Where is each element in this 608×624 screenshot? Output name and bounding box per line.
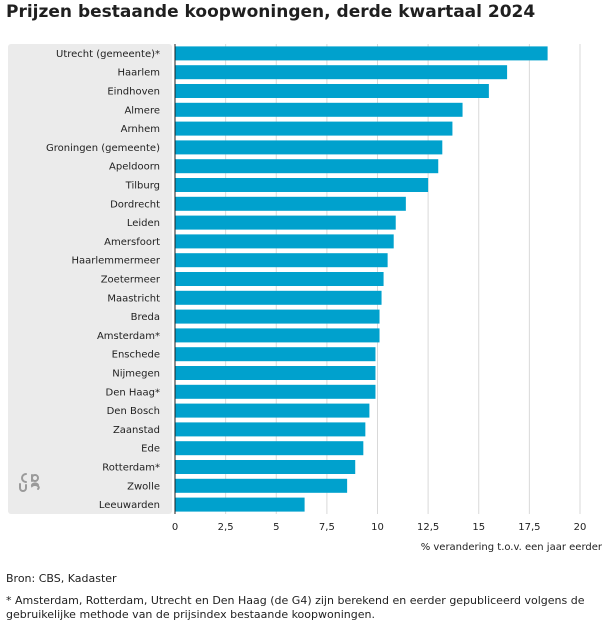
category-label: Arnhem [121, 124, 160, 135]
category-label: Haarlem [117, 68, 160, 79]
category-label: Leeuwarden [99, 500, 160, 511]
x-tick-label: 15 [472, 522, 485, 533]
bar [175, 215, 396, 230]
bar [175, 478, 348, 493]
category-label: Haarlemmermeer [71, 256, 160, 267]
bar [175, 441, 364, 456]
bar [175, 178, 429, 192]
category-label: Dordrecht [110, 199, 160, 210]
category-label: Rotterdam* [102, 463, 160, 474]
chart-title: Prijzen bestaande koopwoningen, derde kw… [6, 2, 536, 22]
x-tick-label: 20 [574, 522, 587, 533]
bar [175, 328, 380, 343]
category-label: Nijmegen [112, 369, 160, 380]
x-tick-label: 2,5 [218, 522, 234, 533]
category-label: Ede [141, 444, 160, 455]
bar [175, 84, 489, 98]
bar [175, 384, 376, 399]
category-label: Breda [131, 312, 160, 323]
bar [175, 46, 548, 61]
category-label: Zaanstad [113, 425, 160, 436]
category-label: Enschede [112, 350, 160, 361]
bar [175, 347, 376, 362]
cbs-logo-icon [19, 473, 40, 492]
bar-chart: Utrecht (gemeente)* Haarlem Eindhoven Almer… [8, 44, 603, 553]
bar [175, 366, 376, 380]
category-label: Zoetermeer [101, 275, 161, 286]
bar [175, 253, 388, 268]
category-label: Den Haag* [106, 387, 161, 398]
bar [175, 422, 366, 437]
bar [175, 272, 384, 286]
bar [175, 65, 508, 80]
category-labels: Utrecht (gemeente)* Haarlem Eindhoven Almer… [46, 49, 161, 511]
label-panel [8, 44, 172, 514]
category-label: Utrecht (gemeente)* [56, 49, 160, 60]
bar [175, 140, 443, 155]
bar [175, 121, 453, 136]
bar [175, 102, 463, 117]
category-label: Zwolle [127, 481, 160, 492]
x-tick-label: 0 [172, 522, 178, 533]
category-label: Eindhoven [107, 87, 160, 98]
bar [175, 309, 380, 324]
x-tick-label: 12,5 [417, 522, 439, 533]
x-tick-label: 5 [273, 522, 279, 533]
footnote: * Amsterdam, Rotterdam, Utrecht en Den H… [6, 594, 585, 621]
bar [175, 290, 382, 305]
bar [175, 460, 356, 474]
category-label: Amsterdam* [97, 331, 160, 342]
bar [175, 497, 305, 512]
x-axis-title: % verandering t.o.v. een jaar eerder [421, 542, 603, 553]
category-label: Tilburg [125, 181, 160, 192]
x-tick-label: 7,5 [319, 522, 335, 533]
source-note: Bron: CBS, Kadaster [6, 572, 117, 585]
x-tick-labels: 0 2,5 5 7,5 10 12,5 15 17,5 20 [172, 522, 587, 533]
category-label: Amersfoort [104, 237, 160, 248]
x-tick-label: 10 [371, 522, 384, 533]
bar [175, 403, 370, 418]
category-label: Maastricht [107, 293, 160, 304]
bars [175, 46, 548, 512]
category-label: Groningen (gemeente) [46, 143, 160, 154]
bar [175, 196, 406, 211]
bar [175, 159, 439, 174]
category-label: Almere [124, 105, 160, 116]
x-tick-label: 17,5 [518, 522, 540, 533]
category-label: Apeldoorn [109, 162, 160, 173]
bar [175, 234, 394, 249]
category-label: Leiden [127, 218, 160, 229]
category-label: Den Bosch [107, 406, 160, 417]
